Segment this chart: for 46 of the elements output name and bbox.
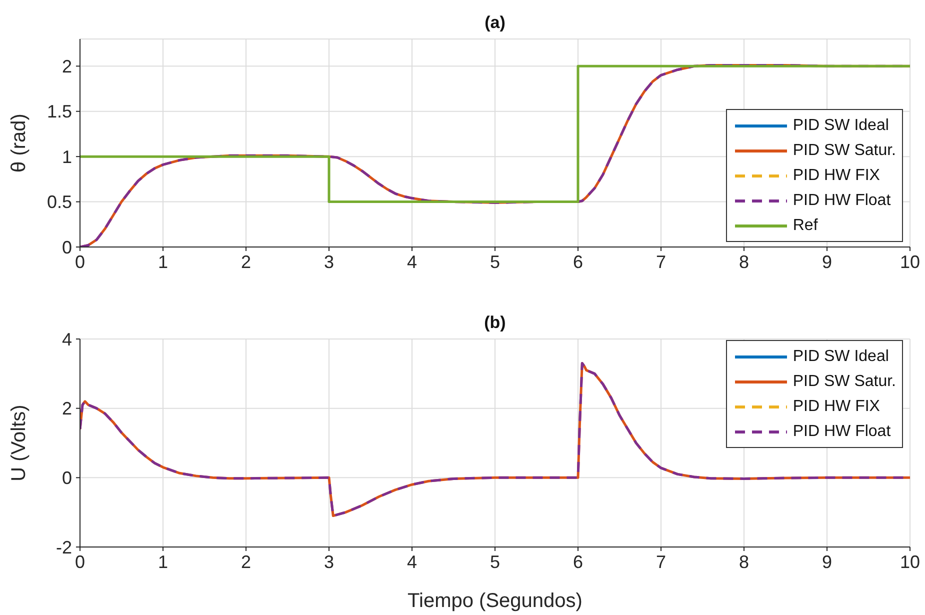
y-tick-label: 4 bbox=[62, 329, 72, 350]
x-axis-title: Tiempo (Segundos) bbox=[408, 590, 582, 612]
y-tick-label: 0.5 bbox=[46, 192, 72, 212]
x-tick-label: 2 bbox=[240, 252, 252, 272]
y-tick-label: -2 bbox=[56, 537, 72, 558]
x-tick-label: 9 bbox=[822, 552, 832, 572]
legend-label: PID SW Ideal bbox=[792, 348, 889, 366]
x-tick-label: 6 bbox=[572, 252, 584, 272]
chart-title: (a) bbox=[484, 13, 506, 33]
legend-label: PID HW Float bbox=[792, 192, 891, 210]
y-axis-title: θ (rad) bbox=[8, 114, 30, 172]
x-tick-label: 4 bbox=[406, 552, 418, 572]
y-tick-label: 0 bbox=[62, 468, 72, 488]
x-tick-label: 3 bbox=[324, 252, 334, 272]
legend-label: Ref bbox=[792, 216, 818, 234]
legend-label: PID SW Satur. bbox=[792, 372, 896, 390]
x-tick-label: 0 bbox=[74, 252, 86, 272]
x-tick-label: 10 bbox=[900, 252, 920, 272]
y-tick-label: 1.5 bbox=[46, 102, 72, 122]
x-tick-label: 9 bbox=[822, 252, 832, 272]
legend-label: PID SW Ideal bbox=[792, 116, 889, 134]
x-tick-label: 1 bbox=[158, 252, 168, 272]
y-axis-title: U (Volts) bbox=[8, 404, 30, 482]
chart-title: (b) bbox=[483, 313, 507, 333]
x-tick-label: 8 bbox=[738, 252, 750, 272]
line-series bbox=[80, 362, 910, 518]
legend-label: PID HW FIX bbox=[792, 398, 880, 416]
x-tick-label: 5 bbox=[490, 252, 500, 272]
x-tick-label: 4 bbox=[406, 252, 418, 272]
x-tick-label: 7 bbox=[656, 252, 666, 272]
y-tick-label: 2 bbox=[62, 56, 72, 77]
legend-label: PID SW Satur. bbox=[792, 142, 896, 160]
legend-label: PID HW Float bbox=[792, 422, 891, 440]
x-tick-label: 2 bbox=[240, 552, 252, 572]
legend-label: PID HW FIX bbox=[792, 166, 880, 184]
x-tick-label: 10 bbox=[900, 552, 920, 572]
x-tick-label: 5 bbox=[490, 552, 500, 572]
x-tick-label: 7 bbox=[656, 552, 666, 572]
x-tick-label: 0 bbox=[74, 552, 86, 572]
x-tick-label: 3 bbox=[324, 552, 334, 572]
y-tick-label: 1 bbox=[62, 146, 72, 167]
y-tick-label: 0 bbox=[62, 237, 72, 258]
y-tick-label: 2 bbox=[62, 398, 72, 419]
x-tick-label: 6 bbox=[572, 552, 584, 572]
x-tick-label: 1 bbox=[158, 552, 168, 572]
x-tick-label: 8 bbox=[738, 552, 750, 572]
